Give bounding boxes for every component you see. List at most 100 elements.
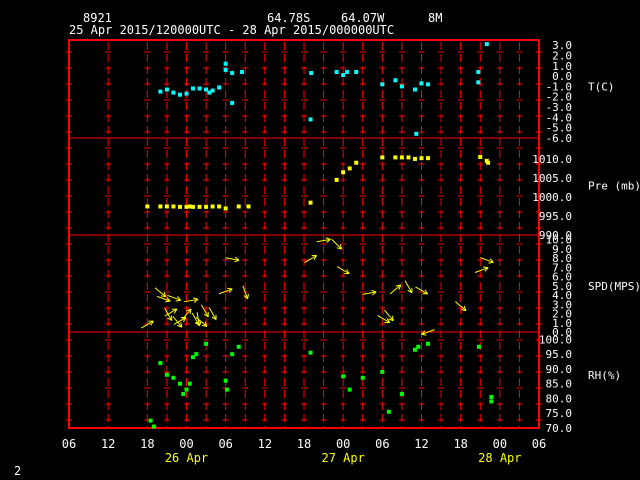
data-point [334,69,339,74]
station-latitude: 64.78S [267,11,311,25]
y-tick-label: 3.0 [552,298,572,311]
data-point [184,387,189,392]
wind-arrow-shaft [164,308,178,317]
y-tick-label: 3.0 [552,39,572,52]
data-point [230,100,235,105]
wind-arrow-head [203,313,209,318]
data-point [223,67,228,72]
wind-arrow-shaft [383,309,394,322]
wind-arrow-head [189,308,192,315]
wind-arrow-head [193,298,199,303]
time-range: 25 Apr 2015/120000UTC - 28 Apr 2015/0000… [69,23,395,37]
wind-arrow [141,320,154,329]
wind-arrow-head [150,320,154,326]
data-point [476,344,481,349]
wind-arrow [242,285,249,300]
wind-arrow [225,256,240,263]
wind-arrow-head [234,256,240,261]
wind-arrow [454,301,467,312]
data-point [177,92,182,97]
y-tick-label: -4.0 [546,111,573,124]
data-point [217,85,222,90]
wind-arrow-shaft [389,284,402,295]
data-point [191,355,196,360]
wind-arrow-shaft [362,291,377,295]
data-point [341,374,346,379]
footer-label: 2 [14,464,22,478]
wind-arrow-head [421,333,427,336]
wind-arrow-shaft [156,295,171,302]
y-tick-label: -3.0 [546,101,573,114]
y-tick-label: 995.0 [539,210,572,223]
wind-arrow-shaft [141,320,154,329]
x-tick-label: 06 [62,437,76,451]
data-point [419,156,424,161]
data-point [416,344,421,349]
panel-label: SPD(MPS) [588,280,640,293]
x-tick-label: 12 [414,437,428,451]
data-point [484,42,489,47]
data-point [181,392,186,397]
y-tick-label: 6.0 [552,271,572,284]
data-point [204,341,209,346]
wind-arrow-head [391,315,394,321]
y-tick-label: 2.0 [552,49,572,62]
y-tick-label: 75.0 [546,407,573,420]
y-tick-label: 80.0 [546,392,573,405]
wind-arrow-shaft [154,287,167,298]
wind-arrow-head [461,309,467,312]
wind-arrow-head [228,288,233,294]
y-tick-label: 85.0 [546,378,573,391]
wind-arrow-head [201,324,207,327]
x-day-label: 27 Apr [321,451,364,465]
x-tick-label: 12 [258,437,272,451]
x-tick-label: 00 [493,437,507,451]
panel-label: Pre (mb) [588,180,640,193]
data-point [380,82,385,87]
data-point [354,69,359,74]
data-point [158,89,163,94]
wind-arrow [208,307,217,321]
wind-arrow-shaft [336,266,350,275]
data-point [145,204,150,209]
y-tick-label: 1000.0 [532,191,572,204]
data-point [360,375,365,380]
x-day-label: 26 Apr [165,451,208,465]
wind-arrow-head [398,284,402,290]
data-point [171,90,176,95]
wind-arrow-shaft [474,267,489,273]
data-point [308,117,313,122]
data-point [187,381,192,386]
data-point [347,166,352,171]
wind-arrow-head [325,237,331,240]
wind-arrow-shaft [454,301,467,312]
wind-arrow-head [176,296,182,301]
station-elevation: 8M [428,11,443,25]
wind-arrow [415,286,428,295]
wind-arrow-head [243,295,248,300]
x-tick-label: 06 [532,437,546,451]
data-point [239,69,244,74]
y-tick-label: 1010.0 [532,153,572,166]
data-point [393,78,398,83]
data-point [230,352,235,357]
wind-arrow-head [227,287,233,290]
data-point [197,86,202,91]
data-point [476,69,481,74]
station-longitude: 64.07W [341,11,385,25]
wind-arrow-head [165,300,171,303]
frame-layer [68,39,540,429]
wind-arrow-head [247,293,249,299]
y-tick-label: 1.0 [552,317,572,330]
y-tick-label: 10.0 [546,234,573,247]
chart-frame [68,39,540,429]
data-point [217,204,222,209]
wind-arrow-head [489,258,494,263]
data-point [412,87,417,92]
data-point [204,204,209,209]
wind-arrow-head [395,284,401,287]
wind-arrow-head [175,299,181,302]
wind-arrow-shaft [184,298,199,303]
y-tick-label: 2.0 [552,308,572,321]
data-point [223,378,228,383]
